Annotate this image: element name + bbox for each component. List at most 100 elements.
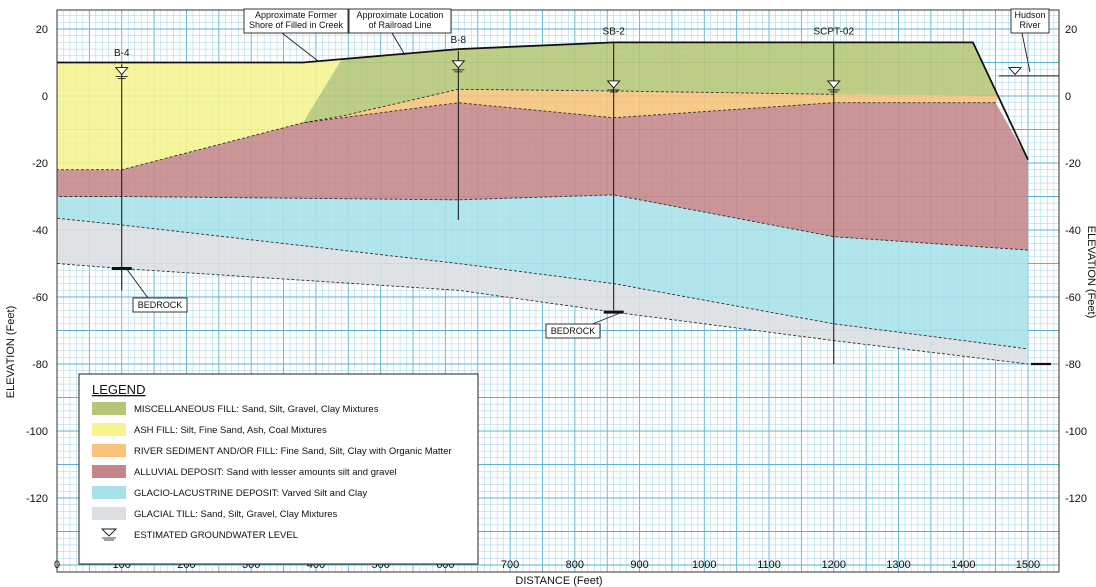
legend-swatch [92, 507, 126, 520]
y-axis-title-left: ELEVATION (Feet) [5, 306, 17, 399]
callout-line: Approximate Former [255, 10, 337, 20]
callout-railroad: Approximate Location of Railroad Line [348, 8, 452, 56]
geologic-layers [57, 42, 1028, 364]
legend-label: GLACIO-LACUSTRINE DEPOSIT: Varved Silt a… [134, 488, 367, 499]
y-tick-label: 0 [42, 91, 48, 103]
callout-leader [125, 267, 149, 299]
callout-bedrock-2: BEDROCK [545, 312, 621, 339]
callout-box [348, 8, 452, 34]
groundwater-icon [1008, 67, 1022, 76]
callout-line: Shore of Filled in Creek [249, 20, 344, 30]
callout-hudson: Hudson River [1010, 8, 1050, 73]
boring-label: B-8 [451, 35, 467, 46]
y-tick-label: -80 [32, 359, 48, 371]
x-tick-label: 1500 [1016, 559, 1040, 571]
y-tick-label-right: -60 [1065, 292, 1081, 304]
boundary-glacio-lacustrine [56, 217, 1029, 350]
legend-swatch [92, 465, 126, 478]
y-tick-label: 20 [36, 24, 48, 36]
y-tick-label-right: -120 [1065, 493, 1087, 505]
boring-sb-2: SB-2 [603, 26, 626, 311]
legend-swatch [92, 444, 126, 457]
x-tick-label: 1300 [886, 559, 910, 571]
y-tick-label-right: -40 [1065, 225, 1081, 237]
legend: LEGEND MISCELLANEOUS FILL: Sand, Silt, G… [78, 373, 479, 565]
x-axis-title: DISTANCE (Feet) [515, 575, 602, 587]
y-tick-label-right: -100 [1065, 426, 1087, 438]
legend-label: MISCELLANEOUS FILL: Sand, Silt, Gravel, … [134, 404, 379, 415]
legend-label: GLACIAL TILL: Sand, Silt, Gravel, Clay M… [134, 509, 338, 520]
ground-surface [57, 41, 1029, 161]
boundary-alluvial [57, 194, 1028, 251]
callout-leader [589, 312, 621, 326]
y-tick-label: -40 [32, 225, 48, 237]
legend-label: ALLUVIAL DEPOSIT: Sand with lesser amoun… [134, 467, 397, 478]
x-tick-label: 1200 [822, 559, 846, 571]
y-tick-label: -20 [32, 158, 48, 170]
legend-box [78, 373, 479, 565]
boring-scpt-02: SCPT-02 [813, 26, 854, 364]
callout-line: River [1019, 20, 1040, 30]
callout-leader [1021, 32, 1031, 73]
y-axis-ticks-left: 20 0 -20 -40 -60 -80 -100 -120 [26, 24, 48, 505]
x-tick-label: 0 [54, 559, 60, 571]
borings: B-4 B-8 SB-2 SCPT-02 [111, 26, 1051, 366]
legend-swatch [92, 423, 126, 436]
callout-box [545, 323, 601, 339]
callout-bedrock-1: BEDROCK [125, 267, 188, 313]
callout-box [243, 8, 349, 34]
y-tick-label-right: 20 [1065, 24, 1077, 36]
y-tick-label-right: -20 [1065, 158, 1081, 170]
callout-line: of Railroad Line [368, 20, 431, 30]
groundwater-icon [606, 80, 621, 89]
callout-bedrock-text: BEDROCK [551, 326, 596, 336]
layer-boundaries [56, 41, 1059, 365]
y-tick-label-right: -80 [1065, 359, 1081, 371]
layer-glacial-till [57, 218, 1028, 364]
boring-label: B-4 [114, 48, 130, 59]
callout-former-shore: Approximate Former Shore of Filled in Cre… [243, 8, 349, 62]
callout-line: Hudson [1014, 10, 1045, 20]
legend-label: RIVER SEDIMENT AND/OR FILL: Fine Sand, S… [134, 446, 452, 457]
boring-b-4: B-4 [114, 48, 130, 291]
y-tick-label: -60 [32, 292, 48, 304]
boring-b-8: B-8 [451, 35, 467, 220]
legend-label: ASH FILL: Silt, Fine Sand, Ash, Coal Mix… [134, 425, 327, 436]
groundwater-icon [100, 528, 118, 537]
callout-bedrock-text: BEDROCK [138, 300, 183, 310]
legend-swatch [92, 486, 126, 499]
layer-misc-fill [302, 42, 999, 123]
x-tick-label: 800 [566, 559, 584, 571]
y-tick-label: -100 [26, 426, 48, 438]
layer-glacio-lacustrine [57, 194, 1028, 349]
callout-hudson-text: Hudson River [1014, 10, 1045, 30]
callout-railroad-text: Approximate Location of Railroad Line [356, 10, 443, 30]
y-tick-label: -120 [26, 493, 48, 505]
y-tick-label-right: 0 [1065, 91, 1071, 103]
boring-label: SCPT-02 [813, 26, 854, 37]
y-axis-ticks-right: 20 0 -20 -40 -60 -80 -100 -120 [1065, 24, 1087, 505]
x-tick-label: 900 [630, 559, 648, 571]
callout-leader [391, 32, 406, 56]
boundary-glacial-till [56, 263, 1029, 365]
legend-label: ESTIMATED GROUNDWATER LEVEL [134, 530, 298, 541]
groundwater-icon [826, 80, 841, 89]
legend-swatch [92, 402, 126, 415]
groundwater-icon [451, 60, 466, 69]
legend-title: LEGEND [92, 382, 145, 397]
x-tick-label: 1100 [757, 559, 781, 571]
x-tick-label: 1400 [951, 559, 975, 571]
callout-box [1010, 8, 1050, 34]
layer-river-sediment [302, 89, 999, 123]
x-tick-label: 1000 [692, 559, 716, 571]
groundwater-icon [114, 67, 129, 76]
layer-alluvial [57, 102, 1028, 251]
boring-label: SB-2 [603, 26, 626, 37]
plot-frame [56, 9, 1060, 573]
layer-ash-fill [57, 59, 342, 170]
y-axis-title-right: ELEVATION (Feet) [1085, 226, 1096, 319]
callout-leader [281, 32, 319, 62]
legend-items: MISCELLANEOUS FILL: Sand, Silt, Gravel, … [92, 402, 452, 541]
callout-line: Approximate Location [356, 10, 443, 20]
x-tick-label: 700 [501, 559, 519, 571]
